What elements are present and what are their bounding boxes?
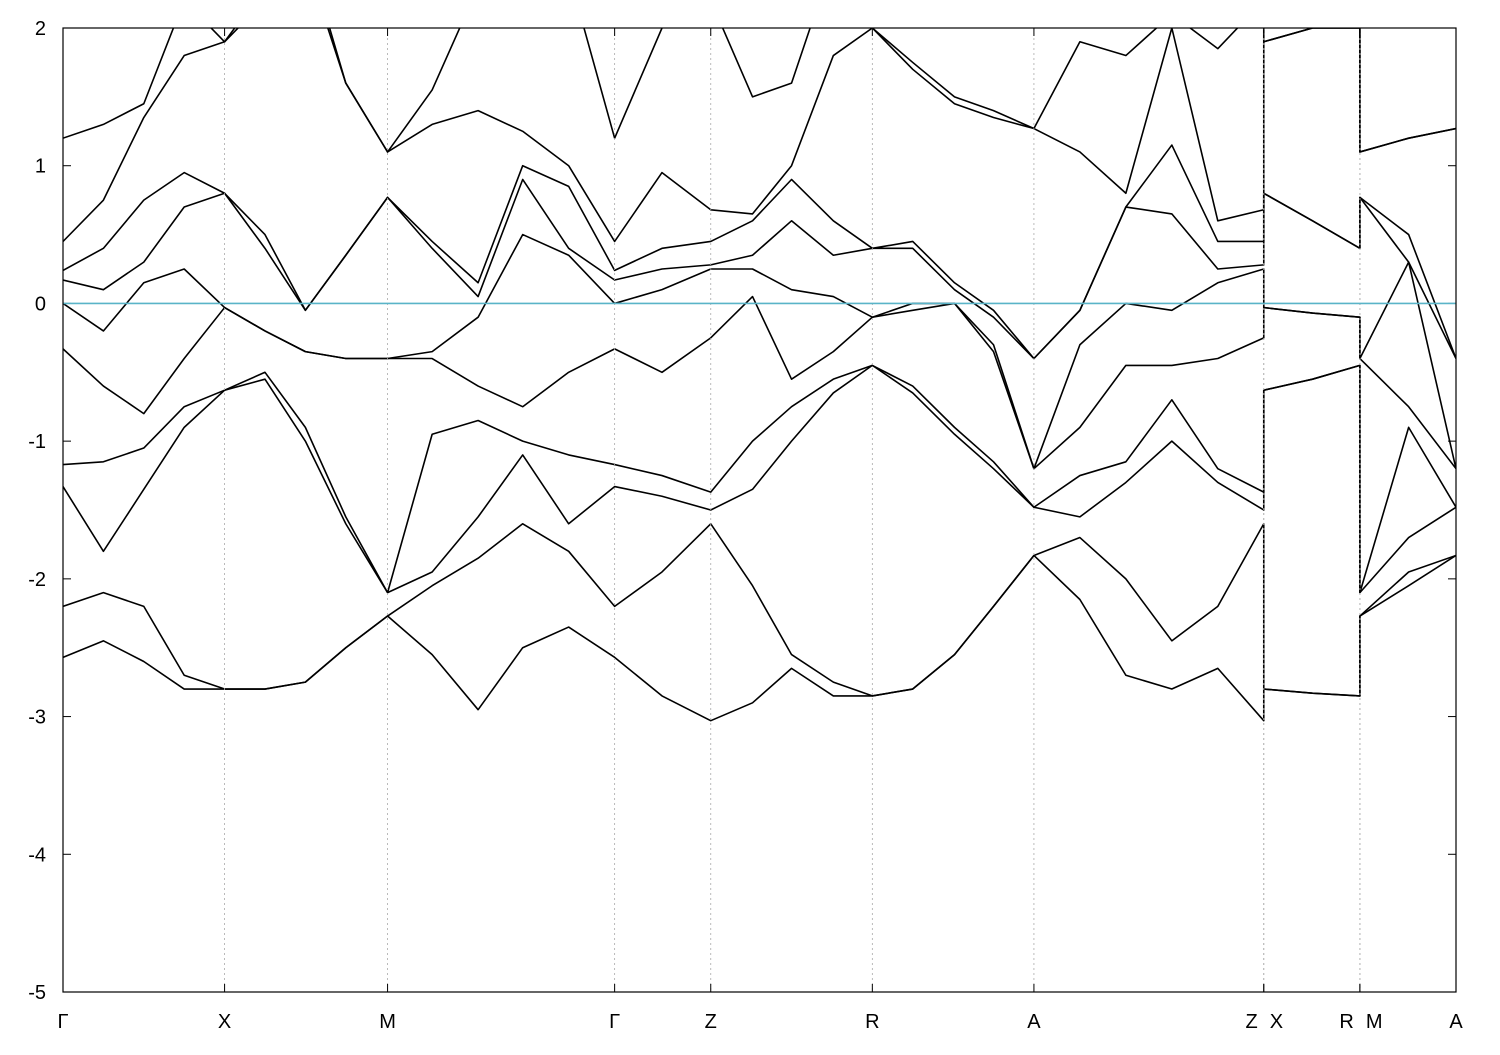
bands	[63, 28, 1456, 722]
y-tick-label: -3	[28, 707, 46, 729]
band-line	[63, 554, 1456, 722]
x-tick-label: R	[1339, 1011, 1353, 1033]
x-tick-label: M	[379, 1011, 396, 1033]
x-tick-label: M	[1366, 1011, 1383, 1033]
band-line	[63, 364, 1456, 594]
band-line	[63, 364, 1456, 594]
band-line	[63, 233, 1456, 470]
y-tick-label: -2	[28, 569, 46, 591]
y-tick-label: -1	[28, 431, 46, 453]
band-line	[63, 28, 1456, 153]
band-line	[63, 144, 1456, 360]
plot-frame	[62, 27, 1457, 993]
x-tick-label: X	[1270, 1011, 1283, 1033]
band-line	[63, 28, 1456, 243]
band-line	[63, 522, 1456, 697]
x-tick-label: A	[1449, 1011, 1463, 1033]
x-tick-label: Γ	[57, 1011, 68, 1033]
x-tick-label: Γ	[609, 1011, 620, 1033]
y-tick-label: 1	[35, 156, 46, 178]
x-tick-label: Z	[1246, 1011, 1258, 1033]
x-tick-label: Z	[705, 1011, 717, 1033]
y-tick-label: -5	[28, 982, 46, 1004]
y-tick-label: -4	[28, 844, 46, 866]
x-tick-label: R	[865, 1011, 879, 1033]
y-tick-label: 0	[35, 293, 46, 315]
y-tick-label: 2	[35, 18, 46, 40]
x-tick-label: X	[218, 1011, 231, 1033]
x-tick-label: A	[1027, 1011, 1041, 1033]
